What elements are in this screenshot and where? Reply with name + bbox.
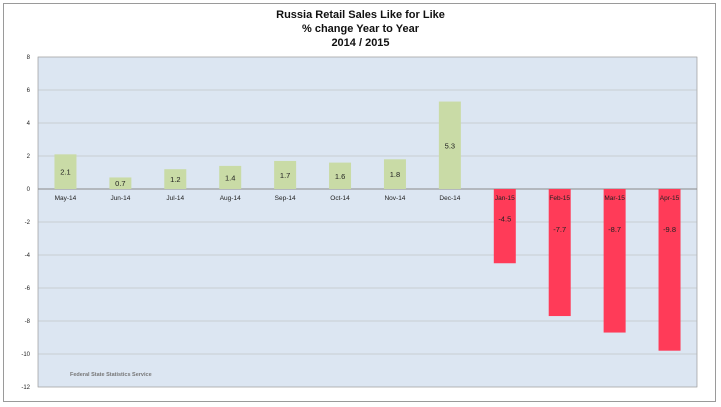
bar-dec-14 bbox=[438, 101, 461, 189]
data-label: 5.3 bbox=[445, 141, 455, 150]
category-label: Jul-14 bbox=[166, 195, 184, 202]
y-tick-label: -12 bbox=[21, 385, 30, 391]
data-label: -7.7 bbox=[553, 225, 566, 234]
y-tick-label: 4 bbox=[27, 121, 31, 127]
bar-oct-14 bbox=[329, 162, 352, 189]
y-tick-label: -10 bbox=[21, 352, 30, 358]
bar-mar-15 bbox=[603, 189, 626, 333]
data-label: 1.4 bbox=[225, 173, 235, 182]
data-label: -4.5 bbox=[498, 215, 511, 224]
bar-sep-14 bbox=[274, 160, 297, 189]
y-tick-label: 0 bbox=[27, 187, 31, 193]
y-tick-label: -4 bbox=[25, 253, 31, 259]
category-label: Nov-14 bbox=[384, 195, 405, 202]
data-label: 1.6 bbox=[335, 172, 345, 181]
y-tick-label: 6 bbox=[27, 88, 31, 94]
bar-aug-14 bbox=[219, 165, 242, 189]
gridlines bbox=[38, 56, 697, 388]
y-tick-label: 2 bbox=[27, 154, 31, 160]
chart-title-line-3: 2014 / 2015 bbox=[331, 37, 390, 49]
source-note: Federal State Statistics Service bbox=[70, 372, 152, 378]
category-label: Mar-15 bbox=[604, 195, 625, 202]
chart-title-line-2: % change Year to Year bbox=[302, 23, 419, 35]
category-label: May-14 bbox=[55, 195, 77, 202]
y-tick-label: 8 bbox=[27, 55, 31, 61]
data-label: 1.7 bbox=[280, 171, 290, 180]
y-tick-label: -6 bbox=[25, 286, 31, 292]
data-label: 2.1 bbox=[60, 168, 70, 177]
bar-feb-15 bbox=[548, 189, 571, 317]
bar-apr-15 bbox=[658, 189, 681, 351]
bar-jul-14 bbox=[164, 169, 187, 189]
bar-jun-14 bbox=[109, 177, 132, 189]
data-label: -9.8 bbox=[663, 225, 676, 234]
data-label: 0.7 bbox=[115, 179, 125, 188]
bars bbox=[54, 101, 681, 351]
category-label: Sep-14 bbox=[275, 195, 296, 202]
category-label: Dec-14 bbox=[439, 195, 460, 202]
y-tick-label: -8 bbox=[25, 319, 31, 325]
chart-title-line-1: Russia Retail Sales Like for Like bbox=[276, 9, 445, 21]
category-label: Jan-15 bbox=[495, 195, 515, 202]
bar-jan-15 bbox=[493, 189, 516, 264]
data-label: -8.7 bbox=[608, 225, 621, 234]
category-label: Aug-14 bbox=[220, 195, 241, 202]
y-axis-ticks: -12 -10 -8 -6 -4 -2 0 2 4 6 8 bbox=[21, 55, 30, 391]
category-label: Feb-15 bbox=[549, 195, 570, 202]
y-tick-label: -2 bbox=[25, 220, 31, 226]
category-labels: May-14 Jun-14 Jul-14 Aug-14 Sep-14 Oct-14 Nov-… bbox=[55, 195, 680, 202]
category-label: Oct-14 bbox=[330, 195, 350, 202]
category-label: Apr-15 bbox=[660, 195, 680, 202]
bar-may-14 bbox=[54, 154, 77, 189]
data-label: 1.2 bbox=[170, 175, 180, 184]
data-label: 1.8 bbox=[390, 170, 400, 179]
category-label: Jun-14 bbox=[110, 195, 130, 202]
data-labels: 2.1 0.7 1.2 1.4 1.7 1.6 1.8 5.3 -4.5 -7.7 -8.7 -9.8 bbox=[60, 141, 676, 234]
chart-title: Russia Retail Sales Like for Like % chan… bbox=[0, 8, 721, 50]
bar-nov-14 bbox=[383, 159, 406, 189]
